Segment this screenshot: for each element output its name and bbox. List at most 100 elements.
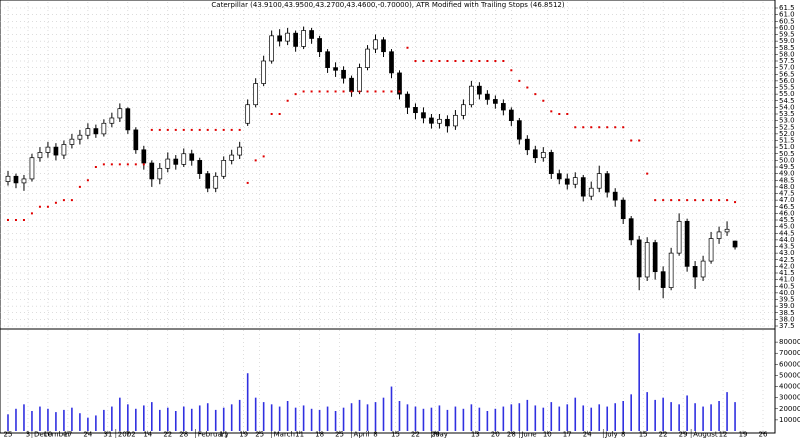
x-tick-label: 14 [143,431,152,438]
candle-body [5,175,11,182]
volume-bar [87,417,89,431]
candle-body [21,178,27,184]
candle-body [508,109,514,121]
y-tick-label: 57.5 [779,57,795,65]
volume-bar [302,405,305,431]
candle-body [700,260,706,278]
candle-body [556,173,562,180]
x-tick-label: 29 [431,431,440,438]
y-tick-label: 57.0 [779,64,795,72]
candle-body [477,85,482,95]
volume-bar [534,405,537,431]
candle-body [445,118,450,127]
trailing-stop [614,126,617,129]
trailing-stop [270,113,273,115]
trailing-stop [630,139,633,142]
volume-bar [694,403,696,431]
volume-bar [638,333,640,431]
trailing-stop [694,199,697,202]
trailing-stop [182,128,185,131]
y-tick-label: 58.0 [779,50,795,58]
trailing-stop [654,199,657,202]
trailing-stop [334,90,337,93]
volume-bar [246,373,249,431]
volume-bar [478,407,481,431]
y-tick-label: 47.5 [779,190,795,198]
trailing-stop [486,60,489,62]
y-tick-label: 53.0 [779,117,795,125]
trailing-stop [214,128,217,131]
volume-bar [63,409,65,431]
volume-bar [286,401,289,431]
candle-body [277,35,282,42]
volume-bar [518,403,521,431]
volume-tick-label: 40000 [779,383,800,391]
trailing-stop [94,166,97,168]
candle-body [149,162,155,180]
candle-body [692,266,698,278]
volume-bar [510,404,513,431]
volume-bar [15,408,17,431]
y-tick-label: 51.0 [779,143,795,151]
trailing-stop [30,212,33,215]
y-tick-label: 60.0 [779,24,795,32]
candle-body [405,93,410,108]
month-label: April [354,431,370,438]
candle-body [676,220,682,254]
volume-bar [31,411,33,431]
trailing-stop [446,60,449,62]
month-label: June [520,431,536,438]
candle-body [269,35,274,62]
x-tick-label: 24 [83,431,92,438]
volume-bar [414,406,417,431]
x-tick-label: 19 [739,431,748,438]
trailing-stop [286,99,289,102]
volume-tick-label: 50000 [779,371,800,379]
trailing-stop [6,219,9,221]
candle-body [13,175,19,184]
volume-bar [614,403,617,431]
trailing-stop [502,60,505,62]
candle-body [221,160,227,177]
y-tick-label: 37.5 [779,322,795,330]
trailing-stop [662,199,665,202]
candle-body [261,60,267,84]
volume-bar [326,406,329,431]
volume-bar [71,407,73,431]
candle-body [309,30,314,39]
x-tick-label: 25 [335,431,344,438]
volume-bar [502,406,505,431]
volume-bar [206,403,209,431]
candle-body [620,199,626,220]
candle-body [564,178,570,185]
y-tick-label: 61.5 [779,4,795,12]
candle-body [341,69,346,79]
volume-bar [582,405,585,431]
candle-body [652,242,658,273]
volume-bar [103,409,105,431]
volume-tick-label: 30000 [779,394,800,402]
y-tick-label: 50.5 [779,150,795,158]
candle-body [165,158,171,169]
y-tick-label: 41.5 [779,269,795,277]
trailing-stop [542,99,545,102]
candle-body [596,173,602,189]
x-tick-label: 7 [126,431,130,438]
volume-bar [662,397,664,431]
volume-bar [7,414,9,431]
trailing-stop [526,86,529,89]
volume-bar [606,406,609,431]
candle-body [173,158,179,165]
x-tick-label: 29 [679,431,688,438]
x-tick-label: 18 [315,431,324,438]
volume-bar [262,402,265,431]
volume-bar [462,408,465,431]
candle-body [397,72,402,95]
candle-body [628,218,634,241]
candle-body [437,118,442,124]
candle-body [29,157,35,180]
trailing-stop [110,163,113,166]
candle-body [133,129,139,151]
candle-body [532,149,538,159]
